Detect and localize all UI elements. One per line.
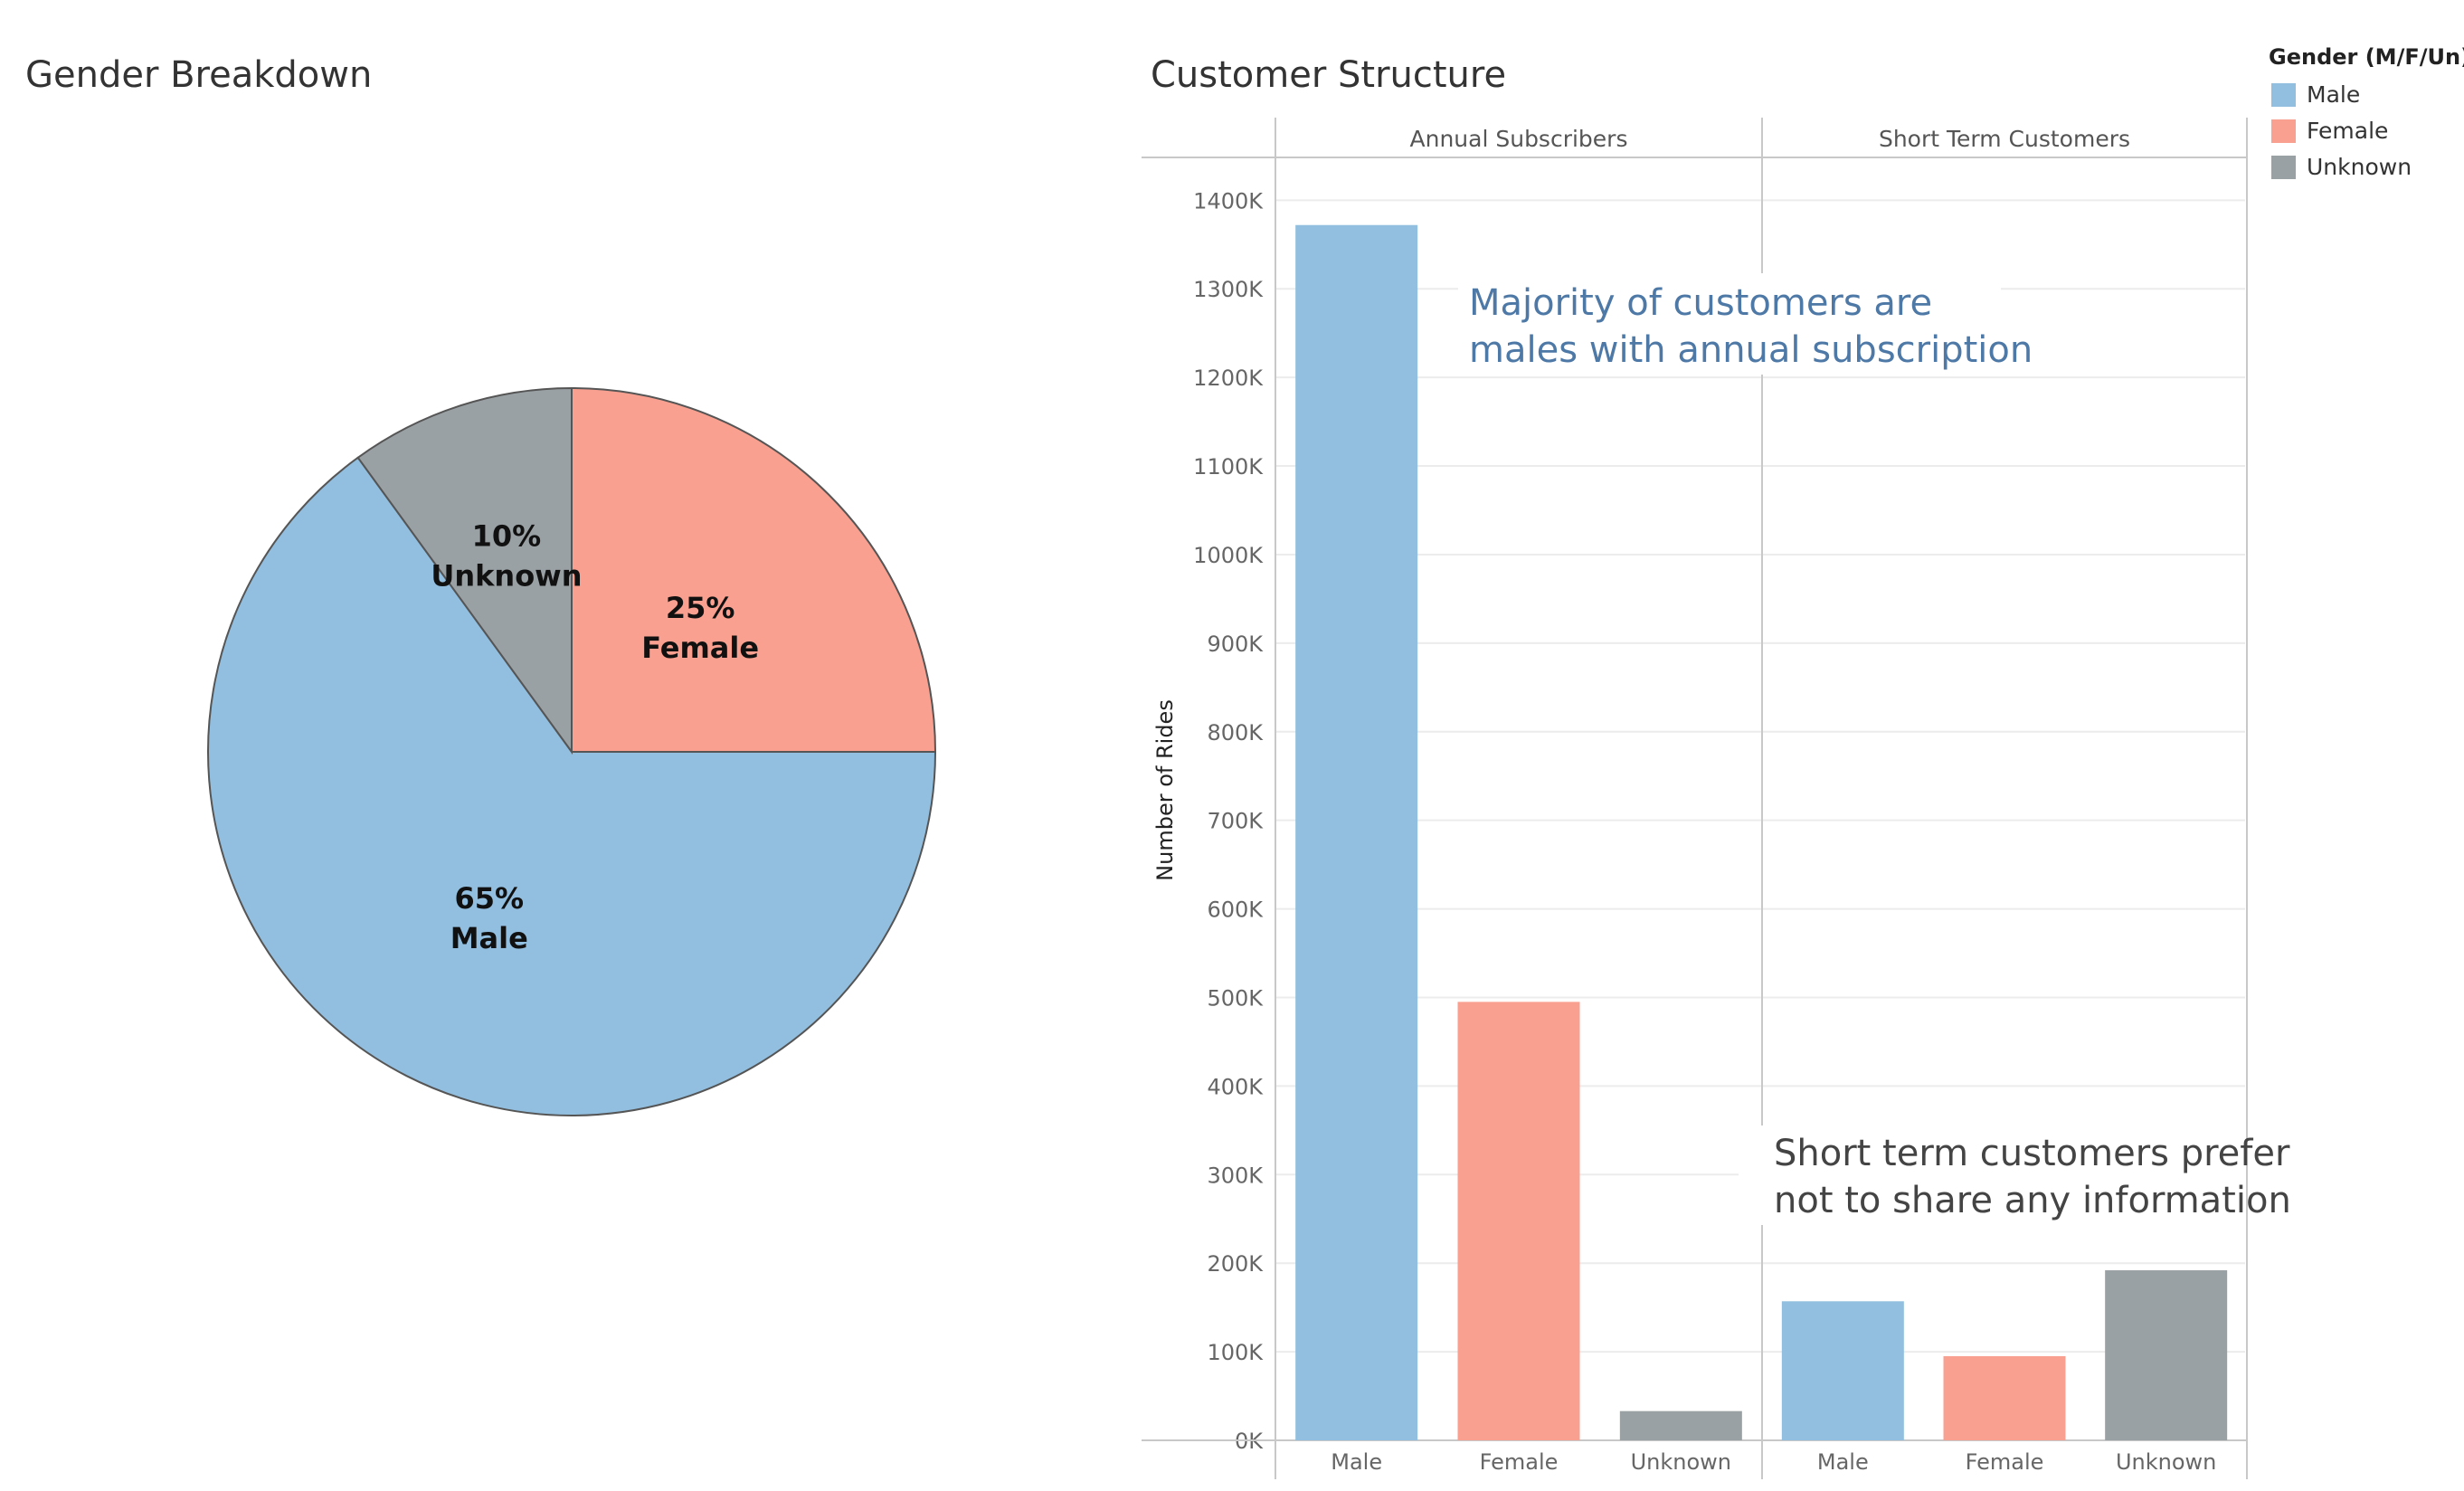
pie-label-name-unknown: Unknown (431, 558, 582, 593)
y-tick-label-1200k: 1200K (1193, 366, 1264, 391)
annotation-short-term-line-2: not to share any information (1774, 1180, 2291, 1221)
y-tick-label-800k: 800K (1207, 720, 1264, 746)
y-tick-label-600k: 600K (1207, 897, 1264, 923)
panel-header-short-term-customers: Short Term Customers (1879, 126, 2130, 152)
bar-short-term-customers-male[interactable] (1781, 1301, 1904, 1440)
pie-label-percent-unknown: 10% (472, 518, 542, 553)
x-tick-label-annual-subscribers-unknown: Unknown (1631, 1449, 1731, 1475)
bar-short-term-customers-female[interactable] (1943, 1355, 2066, 1440)
pie-chart: 25% Female 65% Male 10% Unknown (207, 386, 937, 1116)
pie-slice-male[interactable] (207, 456, 937, 1116)
y-tick-label-200k: 200K (1207, 1251, 1264, 1277)
y-tick-label-400k: 400K (1207, 1074, 1264, 1099)
y-tick-label-1100k: 1100K (1193, 454, 1264, 480)
pie-label-name-male: Male (450, 921, 528, 955)
annotation-majority-line-2: males with annual subscription (1469, 329, 2033, 371)
y-tick-label-1300k: 1300K (1193, 277, 1264, 302)
y-tick-label-1000k: 1000K (1193, 543, 1264, 568)
y-tick-label-300k: 300K (1207, 1163, 1264, 1188)
y-tick-label-500k: 500K (1207, 985, 1264, 1011)
y-axis-title: Number of Rides (1152, 699, 1178, 881)
y-tick-label-100k: 100K (1207, 1340, 1264, 1365)
annotation-short-term-bg (1739, 1125, 2245, 1225)
x-tick-label-short-term-customers-male: Male (1817, 1449, 1869, 1475)
bar-chart-title: Customer Structure (1151, 54, 1506, 96)
legend-swatch-male[interactable] (2271, 83, 2296, 107)
color-legend[interactable]: Gender (M/F/Un) Male Female Unknown (2269, 44, 2464, 180)
legend-label-female[interactable]: Female (2307, 118, 2388, 144)
y-tick-label-900k: 900K (1207, 632, 1264, 657)
legend-title: Gender (M/F/Un) (2269, 44, 2464, 70)
y-tick-label-700k: 700K (1207, 809, 1264, 834)
pie-label-percent-female: 25% (666, 591, 735, 625)
x-tick-label-annual-subscribers-female: Female (1480, 1449, 1559, 1475)
pie-slice-unknown[interactable] (356, 386, 573, 755)
x-tick-label-short-term-customers-female: Female (1966, 1449, 2044, 1475)
pie-label-percent-male: 65% (454, 881, 524, 916)
bar-annual-subscribers-unknown[interactable] (1619, 1410, 1742, 1440)
bar-annual-subscribers-male[interactable] (1295, 224, 1418, 1440)
legend-label-unknown[interactable]: Unknown (2307, 154, 2412, 180)
annotation-short-term-line-1: Short term customers prefer (1774, 1133, 2290, 1174)
annotation-majority-bg (1458, 273, 2001, 375)
bar-chart: 0K100K200K300K400K500K600K700K800K900K10… (1142, 118, 2291, 1479)
pie-chart-title: Gender Breakdown (25, 54, 372, 96)
pie-slice-female[interactable] (571, 386, 937, 753)
panel-header-annual-subscribers: Annual Subscribers (1410, 126, 1628, 152)
bar-annual-subscribers-female[interactable] (1457, 1002, 1580, 1440)
x-tick-label-annual-subscribers-male: Male (1331, 1449, 1382, 1475)
x-tick-label-short-term-customers-unknown: Unknown (2116, 1449, 2216, 1475)
pie-label-name-female: Female (641, 631, 759, 665)
bar-short-term-customers-unknown[interactable] (2105, 1270, 2228, 1440)
legend-swatch-unknown[interactable] (2271, 156, 2296, 179)
legend-swatch-female[interactable] (2271, 119, 2296, 143)
y-tick-label-1400k: 1400K (1193, 188, 1264, 214)
legend-label-male[interactable]: Male (2307, 81, 2360, 108)
annotation-majority-line-1: Majority of customers are (1469, 282, 1932, 324)
